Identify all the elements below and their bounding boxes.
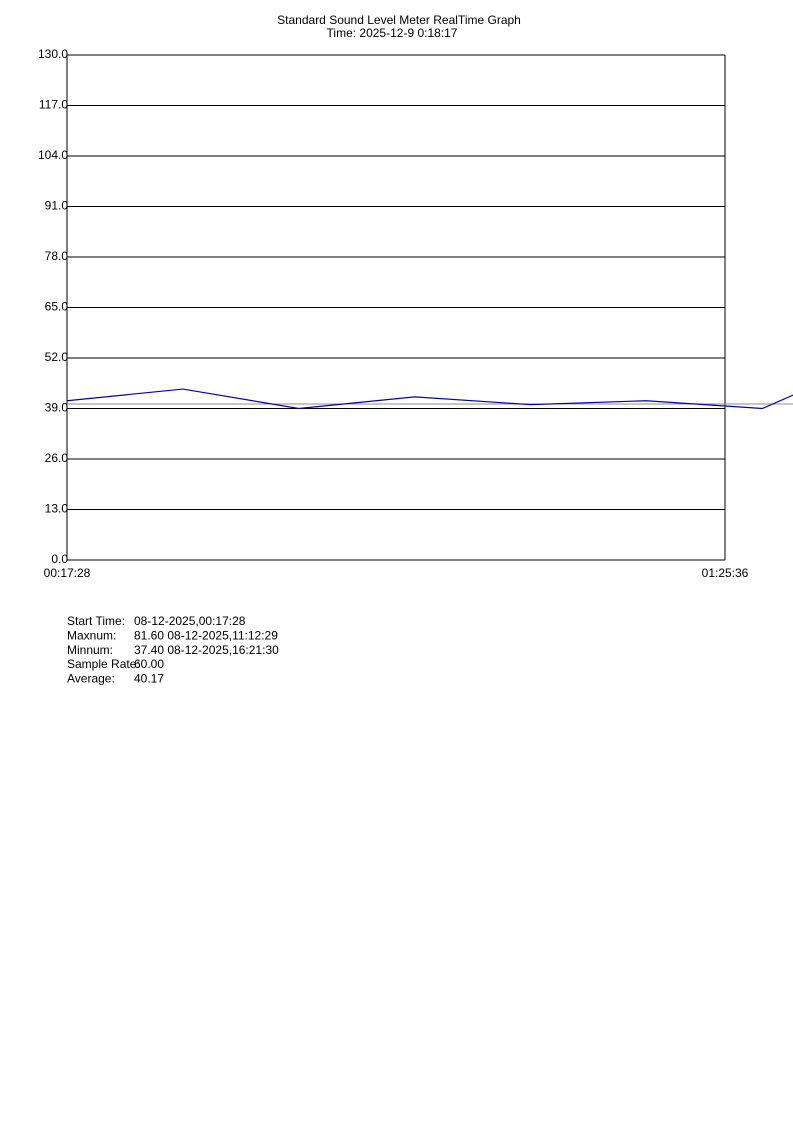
info-label: Minnum: [67,643,113,657]
y-tick-label: 91.0 [45,199,69,213]
info-value: 81.60 08-12-2025,11:12:29 [134,628,278,642]
data-line [66,388,793,410]
y-tick-label: 13.0 [45,502,69,516]
y-tick-label: 104.0 [38,148,68,162]
info-value: 37.40 08-12-2025,16:21:30 [134,643,279,657]
chart-subtitle: Time: 2025-12-9 0:18:17 [327,26,458,40]
y-tick-label: 0.0 [51,552,68,566]
y-tick-label: 39.0 [45,401,69,415]
x-tick-label: 01:25:36 [702,566,749,580]
y-tick-label: 52.0 [45,350,69,364]
info-value: 40.17 [134,671,164,685]
y-tick-label: 26.0 [45,451,69,465]
info-label: Sample Rate: [67,657,140,671]
info-value: 60.00 [134,657,164,671]
y-tick-label: 130.0 [38,47,68,61]
info-value: 08-12-2025,00:17:28 [134,614,246,628]
y-tick-label: 117.0 [39,98,68,112]
info-label: Average: [67,671,115,685]
y-tick-label: 65.0 [45,300,69,314]
info-label: Start Time: [67,614,125,628]
chart-title: Standard Sound Level Meter RealTime Grap… [277,13,521,27]
y-tick-label: 78.0 [45,249,69,263]
info-label: Maxnum: [67,628,116,642]
x-tick-label: 00:17:28 [44,566,91,580]
